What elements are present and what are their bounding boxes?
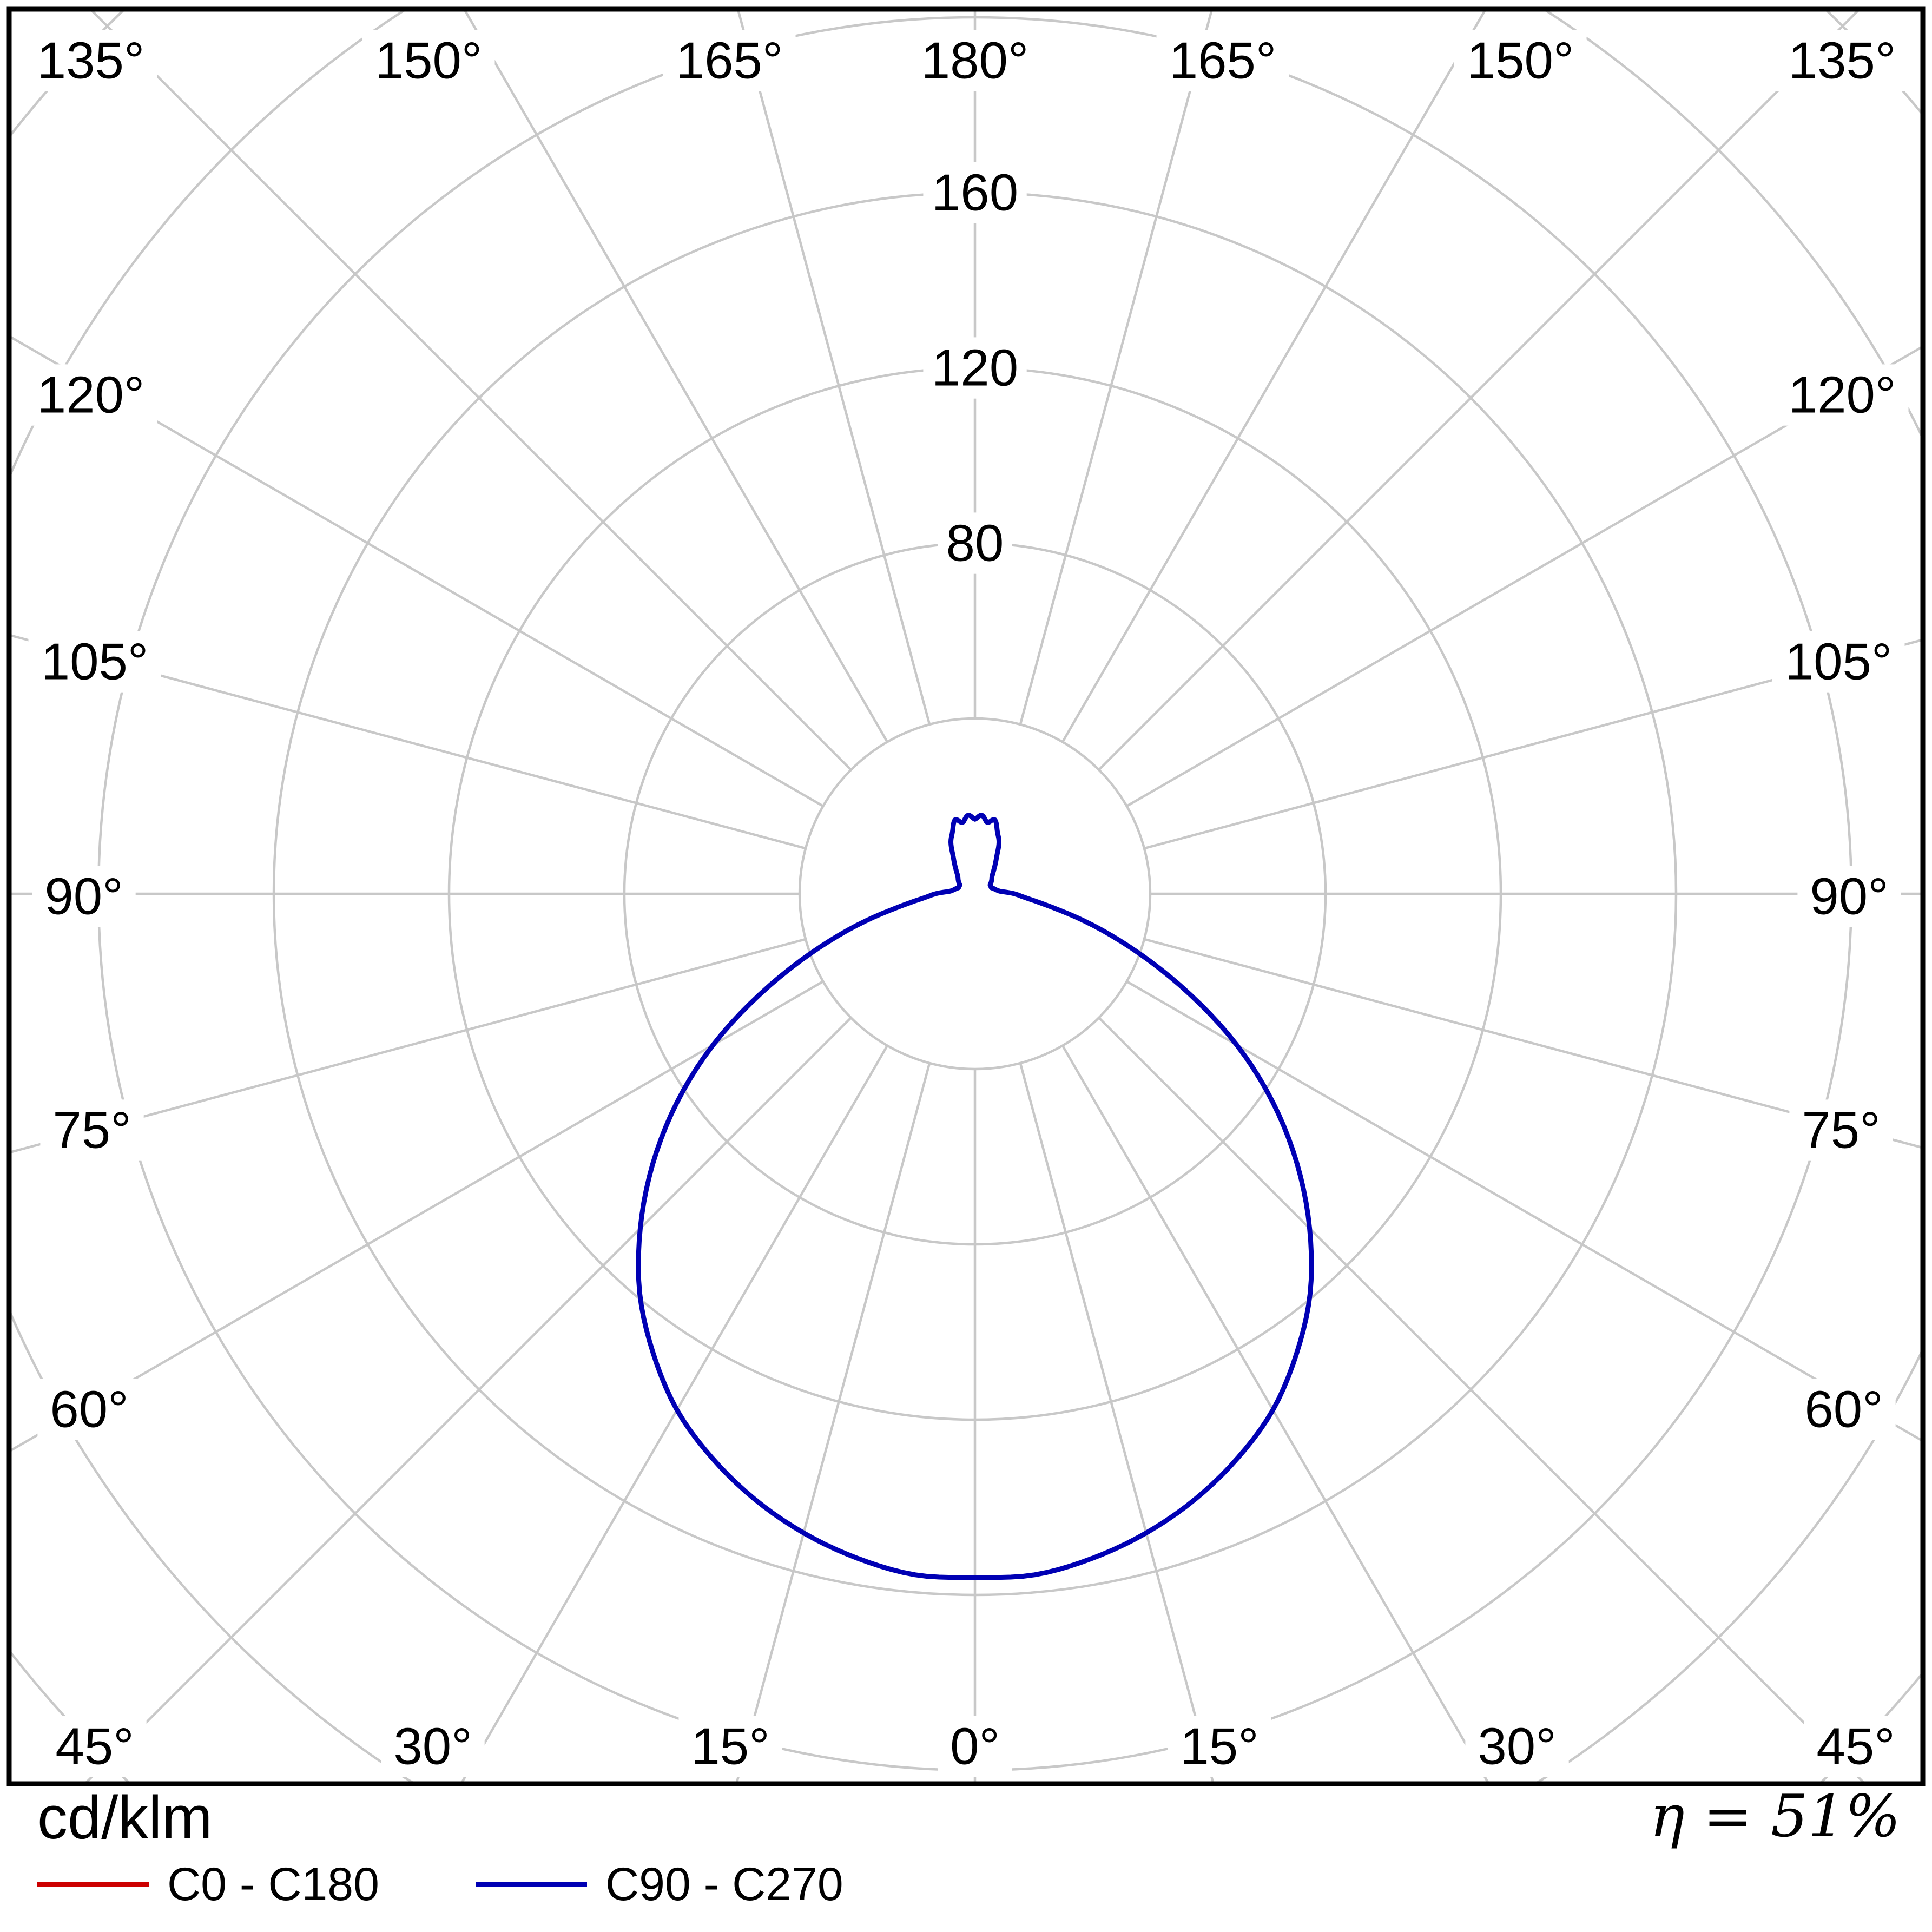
angle-label-30-right-mask: [1465, 1716, 1569, 1777]
angle-label-45-left-mask: [43, 1716, 147, 1777]
grid-spoke: [1144, 639, 1921, 850]
angle-label-150-left: 150°: [375, 32, 483, 90]
grid-spoke: [1019, 1063, 1215, 1782]
grid-spoke: [737, 11, 931, 725]
grid-spoke: [1126, 980, 1921, 1441]
grid-spoke: [1126, 346, 1921, 807]
angle-label-30-left-mask: [381, 1716, 485, 1777]
angle-label-15-left-mask: [678, 1716, 782, 1777]
grid-spoke: [11, 336, 824, 807]
plot-border: [6, 6, 1926, 1786]
grid-spoke: [11, 980, 824, 1452]
angle-label-15-right-mask: [1168, 1716, 1271, 1777]
angle-label-90-right-mask: [1797, 866, 1901, 927]
angle-label-180-mask: [908, 30, 1041, 91]
angle-label-60-right: 60°: [1804, 1381, 1883, 1439]
angle-label-15-right: 15°: [1180, 1718, 1258, 1776]
distribution-curves: [636, 813, 1314, 1580]
angle-label-150-right-mask: [1454, 30, 1587, 91]
angle-label-30-left: 30°: [393, 1718, 472, 1776]
angle-label-150-right: 150°: [1467, 32, 1574, 90]
angle-label-60-right-mask: [1792, 1379, 1896, 1440]
angle-label-30-right: 30°: [1478, 1718, 1556, 1776]
angle-label-45-right: 45°: [1816, 1718, 1895, 1776]
angle-label-135-left-mask: [24, 30, 157, 91]
angle-label-60-left: 60°: [50, 1381, 128, 1439]
angle-label-135-right: 135°: [1789, 32, 1896, 90]
grid-spoke: [735, 1063, 931, 1782]
unit-label: cd/klm: [37, 1784, 213, 1851]
curve-c90-c270: [636, 813, 1314, 1580]
angle-label-105-left: 105°: [41, 633, 149, 691]
angle-label-75-left-mask: [40, 1099, 144, 1161]
efficiency-value: η = 51%: [1650, 1784, 1901, 1849]
angle-label-75-right-mask: [1789, 1099, 1893, 1161]
eta-text: η = 51%: [1650, 1783, 1901, 1850]
angle-label-105-right: 105°: [1785, 633, 1893, 691]
angle-label-180: 180°: [921, 32, 1029, 90]
angle-label-120-right-mask: [1776, 364, 1909, 426]
axis-labels: 80 120 160 0° 15° 15° 30° 30° 45° 45° 60° 60° 75° 75°…: [24, 30, 1909, 1777]
angle-label-120-left-mask: [24, 364, 157, 426]
angle-label-0-mask: [938, 1716, 1012, 1777]
angle-label-135-left: 135°: [37, 32, 145, 90]
angle-label-105-left-mask: [28, 631, 161, 693]
grid-spoke: [1061, 1045, 1489, 1782]
angle-label-75-left: 75°: [52, 1102, 131, 1159]
angle-label-45-left: 45°: [55, 1718, 134, 1776]
ring-label-80-mask: [938, 512, 1012, 574]
angle-label-150-left-mask: [362, 30, 495, 91]
angle-label-45-right-mask: [1804, 1716, 1908, 1777]
ring-label-120-mask: [923, 337, 1027, 399]
grid-spoke: [1019, 11, 1213, 725]
grid-ring: [798, 717, 1152, 1071]
angle-label-90-right: 90°: [1810, 868, 1888, 926]
legend-line-c0-c180: [37, 1882, 149, 1887]
angle-label-165-right: 165°: [1169, 32, 1277, 90]
angle-label-165-right-mask: [1156, 30, 1289, 91]
grid-spoke: [1144, 938, 1921, 1149]
grid-spoke: [464, 11, 888, 743]
ring-label-80: 80: [946, 515, 1004, 572]
grid-spoke: [11, 634, 806, 850]
legend-line-c90-c270: [475, 1882, 587, 1887]
angle-label-75-right: 75°: [1802, 1102, 1880, 1159]
angle-label-60-left-mask: [37, 1379, 141, 1440]
angle-label-15-left: 15°: [691, 1718, 769, 1776]
angle-label-90-left: 90°: [44, 868, 123, 926]
grid-spoke: [11, 938, 806, 1153]
grid-spoke: [460, 1045, 888, 1782]
grid-spoke: [1061, 11, 1486, 743]
angle-label-165-left: 165°: [676, 32, 783, 90]
angle-label-165-left-mask: [663, 30, 796, 91]
ring-label-160: 160: [932, 164, 1018, 222]
ring-label-160-mask: [923, 162, 1027, 223]
ring-label-120: 120: [932, 339, 1018, 397]
angle-label-120-right: 120°: [1789, 366, 1896, 424]
angle-label-120-left: 120°: [37, 366, 145, 424]
angle-label-90-left-mask: [32, 866, 136, 927]
angle-label-135-right-mask: [1776, 30, 1909, 91]
angle-label-105-right-mask: [1772, 631, 1905, 693]
legend-label-c0-c180: C0 - C180: [167, 1858, 379, 1910]
angle-label-0: 0°: [950, 1718, 1000, 1776]
legend: C0 - C180 C90 - C270: [37, 1855, 843, 1914]
legend-label-c90-c270: C90 - C270: [605, 1858, 843, 1910]
